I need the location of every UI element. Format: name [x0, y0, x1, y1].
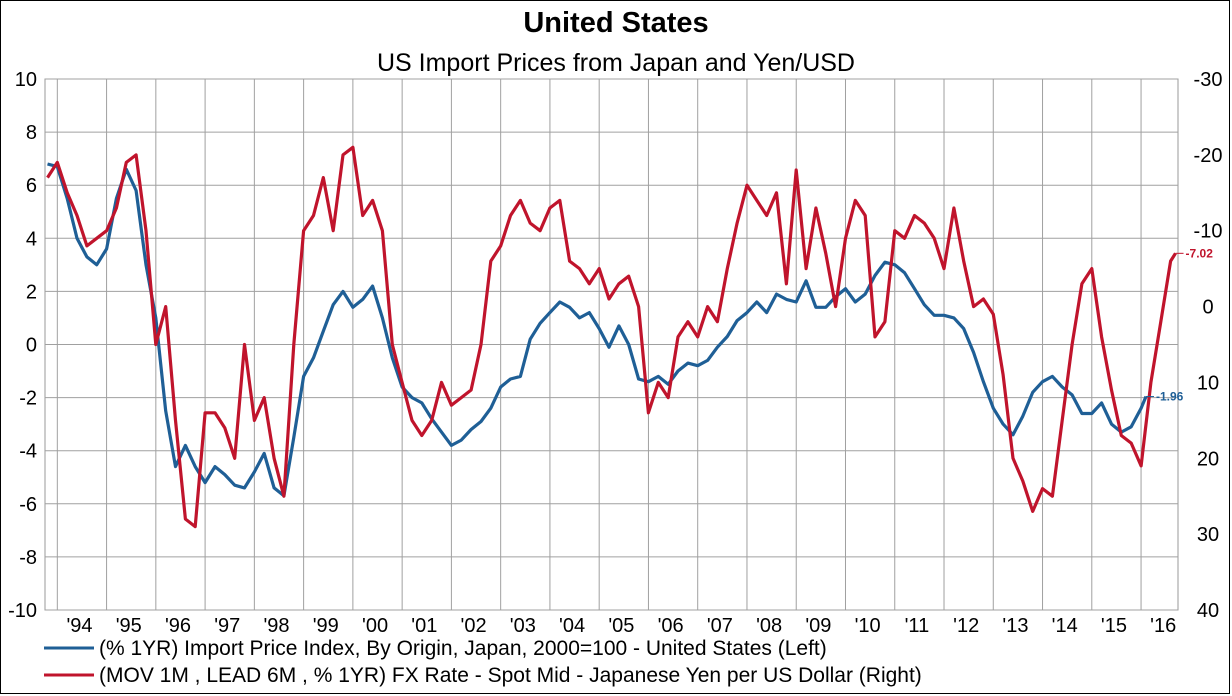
right-tick-label: 0	[1202, 297, 1213, 319]
x-tick-label: '02	[461, 615, 487, 637]
x-tick-label: '99	[313, 615, 339, 637]
x-tick-label: '04	[559, 615, 585, 637]
x-tick-label: '12	[953, 615, 979, 637]
left-tick-label: 0	[26, 335, 37, 357]
left-tick-label: 4	[26, 228, 37, 250]
end-label: -1.96	[1156, 390, 1184, 404]
x-tick-label: '94	[66, 615, 92, 637]
legend: (% 1YR) Import Price Index, By Origin, J…	[44, 637, 922, 687]
left-tick-label: 10	[15, 69, 37, 91]
x-tick-label: '03	[510, 615, 536, 637]
x-tick-label: '09	[805, 615, 831, 637]
chart-title: United States	[523, 7, 708, 39]
left-tick-label: -4	[19, 441, 37, 463]
left-tick-label: -10	[8, 600, 37, 622]
x-tick-label: '11	[905, 615, 930, 637]
left-tick-label: -8	[19, 547, 37, 569]
x-tick-label: '13	[1002, 615, 1028, 637]
x-tick-label: '14	[1052, 615, 1078, 637]
series-end-labels: -1.96 -7.02	[1145, 246, 1214, 404]
left-tick-label: 2	[26, 281, 37, 303]
x-tick-label: '16	[1150, 615, 1176, 637]
x-tick-label: '05	[608, 615, 634, 637]
x-tick-label: '08	[756, 615, 782, 637]
x-tick-label: '97	[214, 615, 240, 637]
x-tick-label: '15	[1101, 615, 1127, 637]
series-lines	[46, 145, 1177, 529]
legend-entry: (% 1YR) Import Price Index, By Origin, J…	[99, 637, 827, 660]
x-tick-label: '00	[362, 615, 388, 637]
right-tick-label: -20	[1194, 145, 1223, 167]
legend-entry: (MOV 1M , LEAD 6M , % 1YR) FX Rate - Spo…	[99, 664, 922, 687]
x-tick-label: '07	[707, 615, 733, 637]
left-tick-label: 8	[26, 122, 37, 144]
x-tick-label: '98	[263, 615, 289, 637]
x-tick-label: '01	[411, 615, 437, 637]
right-tick-label: -10	[1194, 221, 1223, 243]
series-line-yen-usd	[46, 145, 1177, 529]
x-tick-label: '96	[165, 615, 191, 637]
series-line-import-price	[47, 162, 1148, 498]
left-tick-label: 6	[26, 175, 37, 197]
end-label: -7.02	[1186, 246, 1214, 260]
x-tick-label: '95	[116, 615, 142, 637]
left-tick-label: -6	[19, 494, 37, 516]
right-tick-label: 10	[1197, 372, 1219, 394]
right-tick-label: 40	[1197, 600, 1219, 622]
x-tick-label: '10	[855, 615, 881, 637]
right-tick-label: 20	[1197, 448, 1219, 470]
right-tick-label: -30	[1194, 69, 1223, 91]
chart-subtitle: US Import Prices from Japan and Yen/USD	[377, 49, 855, 77]
left-tick-label: -2	[19, 388, 37, 410]
x-tick-label: '06	[658, 615, 684, 637]
right-tick-label: 30	[1197, 524, 1219, 546]
